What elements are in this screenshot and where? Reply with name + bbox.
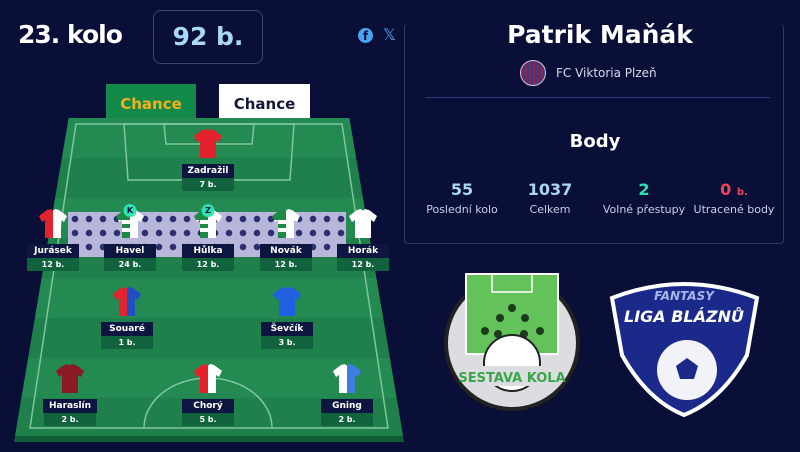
manager-card [404, 24, 784, 244]
player-card[interactable]: Chorý 5 b. [173, 363, 243, 426]
captain-badge: Z [201, 204, 215, 217]
jersey-icon [194, 364, 222, 393]
jersey-icon [56, 364, 84, 393]
stat-item: 0 b. Utracené body [684, 180, 784, 216]
sestava-kola-logo: SESTAVA KOLA [444, 273, 580, 411]
player-points: 24 b. [104, 258, 156, 271]
player-card[interactable]: Jurásek 12 b. [18, 208, 88, 271]
player-name: Zadražil [181, 164, 235, 178]
player-points: 12 b. [27, 258, 79, 271]
round-title: 23. kolo [18, 20, 123, 49]
stat-item: 2 Volné přestupy [594, 180, 694, 216]
stat-label: Volné přestupy [602, 203, 686, 216]
player-points: 3 b. [261, 336, 313, 349]
stat-label: Celkem [529, 203, 571, 216]
manager-name: Patrik Maňák [507, 20, 693, 49]
player-card[interactable]: Novák 12 b. [251, 208, 321, 271]
divider [425, 97, 770, 98]
captain-badge: K [123, 204, 137, 217]
jersey-icon [333, 364, 361, 393]
player-card[interactable]: Ševčík 3 b. [252, 286, 322, 349]
player-name: Souaré [101, 322, 153, 336]
logo-text: FANTASY [654, 289, 715, 303]
player-points: 12 b. [260, 258, 312, 271]
facebook-icon[interactable]: f [358, 28, 373, 43]
round-points: 92 b. [153, 10, 263, 64]
player-name: Novák [260, 244, 312, 258]
player-points: 2 b. [44, 413, 96, 426]
logo-text: SESTAVA KOLA [458, 371, 565, 386]
player-name: Ševčík [261, 322, 313, 336]
stat-value: 55 [450, 180, 474, 199]
stat-value: 0 [720, 180, 732, 199]
player-card[interactable]: Zadražil 7 b. [173, 128, 243, 191]
club: FC Viktoria Plzeň [520, 60, 657, 86]
player-points: 1 b. [101, 336, 153, 349]
player-points: 2 b. [321, 413, 373, 426]
player-name: Hůlka [182, 244, 234, 258]
stat-unit: b. [736, 187, 748, 198]
logo-text: LIGA BLÁZNŮ [624, 307, 744, 326]
stat-label: Utracené body [693, 203, 775, 216]
jersey-icon [113, 287, 141, 316]
player-card[interactable]: Haraslín 2 b. [35, 363, 105, 426]
club-name: FC Viktoria Plzeň [556, 66, 657, 80]
sponsor-banner[interactable]: Chance [106, 84, 196, 124]
player-card[interactable]: Z Hůlka 12 b. [173, 204, 243, 271]
jersey-icon [194, 129, 222, 158]
player-name: Jurásek [27, 244, 79, 258]
stat-item: 55 Poslední kolo [412, 180, 512, 216]
player-points: 7 b. [182, 178, 234, 191]
stat-item: 1037 Celkem [500, 180, 600, 216]
club-logo [520, 60, 546, 86]
stats-title: Body [569, 131, 621, 152]
player-card[interactable]: Souaré 1 b. [92, 286, 162, 349]
jersey-icon [272, 209, 300, 238]
player-name: Horák [337, 244, 389, 258]
player-name: Chorý [182, 399, 234, 413]
player-card[interactable]: Horák 12 b. [328, 208, 398, 271]
fantasy-liga-logo: FANTASY LIGA BLÁZNŮ [609, 282, 760, 418]
player-points: 5 b. [182, 413, 234, 426]
stat-value: 1037 [527, 180, 573, 199]
jersey-icon [39, 209, 67, 238]
sponsor-banner[interactable]: Chance [219, 84, 310, 124]
jersey-icon [349, 209, 377, 238]
stat-value: 2 [638, 180, 650, 199]
jersey-icon [116, 209, 144, 238]
player-points: 12 b. [337, 258, 389, 271]
stat-label: Poslední kolo [426, 203, 498, 216]
x-icon[interactable]: 𝕏 [383, 25, 396, 44]
jersey-icon [273, 287, 301, 316]
player-points: 12 b. [182, 258, 234, 271]
player-name: Haraslín [42, 399, 98, 413]
player-card[interactable]: K Havel 24 b. [95, 204, 165, 271]
player-name: Gning [321, 399, 373, 413]
player-card[interactable]: Gning 2 b. [312, 363, 382, 426]
player-name: Havel [104, 244, 156, 258]
